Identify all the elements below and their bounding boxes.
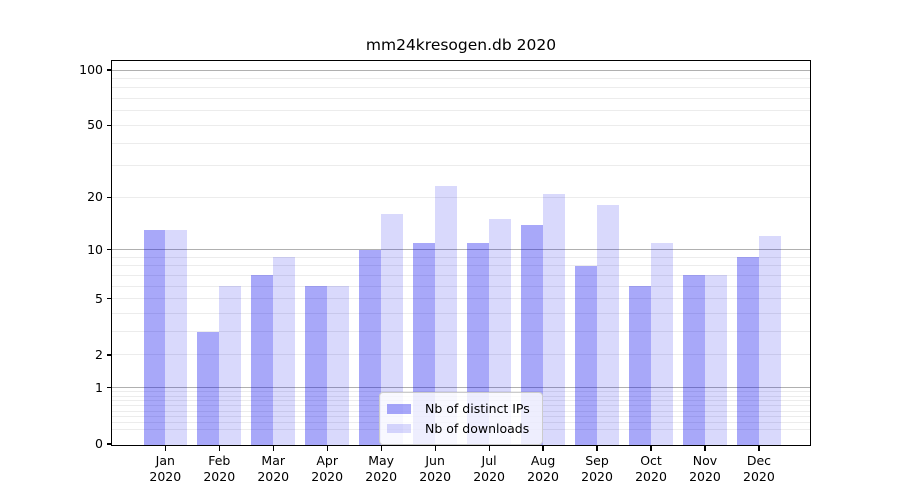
bar-apr-series0	[305, 286, 328, 445]
bar-may-series1	[381, 214, 403, 445]
y-tick-mark	[107, 249, 112, 251]
legend-swatch-series0	[387, 404, 411, 414]
x-tick-label-jan: Jan 2020	[149, 453, 182, 484]
y-tick-label: 0	[95, 436, 103, 451]
y-tick-mark	[107, 354, 112, 356]
legend-label-series1: Nb of downloads	[425, 420, 530, 436]
x-tick-label-dec: Dec 2020	[743, 453, 775, 484]
gridline	[112, 313, 810, 315]
bar-aug-series1	[543, 193, 565, 445]
gridline	[112, 298, 810, 300]
x-tick-label-mar: Mar 2020	[257, 453, 290, 484]
y-tick-label: 50	[87, 117, 103, 133]
gridline	[112, 249, 810, 251]
gridline	[112, 87, 810, 89]
legend-swatch-series1	[387, 423, 411, 433]
bar-feb-series1	[219, 286, 242, 445]
x-tick-mark	[596, 446, 598, 451]
gridline	[112, 331, 810, 333]
bar-mar-series0	[251, 275, 274, 445]
y-tick-mark	[107, 443, 112, 445]
y-tick-mark	[107, 298, 112, 300]
bar-jan-series0	[143, 230, 166, 445]
gridline	[112, 165, 810, 167]
y-tick-label: 5	[95, 290, 103, 306]
x-tick-mark	[488, 446, 490, 451]
bar-feb-series0	[197, 331, 220, 445]
x-tick-label-may: May 2020	[365, 453, 398, 484]
gridline	[112, 77, 810, 79]
x-tick-label-nov: Nov 2020	[689, 453, 721, 484]
gridline	[112, 142, 810, 144]
gridline	[112, 196, 810, 198]
x-tick-mark	[326, 446, 328, 451]
bar-apr-series1	[327, 286, 349, 445]
bar-jul-series1	[489, 219, 511, 445]
gridline	[112, 387, 810, 389]
bar-dec-series0	[737, 257, 759, 445]
x-tick-mark	[218, 446, 220, 451]
x-tick-mark	[650, 446, 652, 451]
y-tick-mark	[107, 387, 112, 389]
y-tick-label: 1	[95, 379, 103, 395]
x-tick-label-jun: Jun 2020	[419, 453, 452, 484]
x-tick-label-feb: Feb 2020	[203, 453, 236, 484]
plot-area: Nb of distinct IPs Nb of downloads	[110, 59, 812, 447]
bar-mar-series1	[273, 257, 296, 445]
x-tick-label-oct: Oct 2020	[635, 453, 667, 484]
x-tick-label-sep: Sep 2020	[581, 453, 613, 484]
y-tick-label: 10	[87, 241, 103, 257]
x-tick-mark	[164, 446, 166, 451]
bar-nov-series0	[683, 275, 705, 445]
x-tick-mark	[272, 446, 274, 451]
bar-sep-series0	[575, 265, 598, 445]
x-tick-mark	[704, 446, 706, 451]
gridline	[112, 285, 810, 287]
y-tick-label: 20	[87, 189, 103, 205]
gridline	[112, 265, 810, 267]
bar-oct-series0	[629, 286, 651, 445]
x-tick-label-aug: Aug 2020	[527, 453, 559, 484]
legend-row: Nb of distinct IPs	[387, 399, 534, 419]
x-tick-label-apr: Apr 2020	[311, 453, 344, 484]
bar-may-series0	[359, 249, 382, 445]
x-tick-mark	[434, 446, 436, 451]
bar-aug-series0	[521, 224, 544, 445]
bar-jan-series1	[165, 230, 188, 445]
bar-jun-series1	[435, 186, 457, 445]
bar-sep-series1	[597, 205, 619, 445]
bar-nov-series1	[704, 275, 727, 445]
x-tick-label-jul: Jul 2020	[473, 453, 505, 484]
legend-label-series0: Nb of distinct IPs	[425, 401, 530, 417]
gridline	[112, 274, 810, 276]
x-tick-mark	[380, 446, 382, 451]
legend: Nb of distinct IPs Nb of downloads	[379, 392, 543, 445]
gridline	[112, 391, 810, 393]
y-tick-label: 2	[95, 346, 103, 362]
legend-row: Nb of downloads	[387, 419, 534, 439]
bar-oct-series1	[651, 242, 673, 445]
y-tick-mark	[107, 69, 112, 71]
gridline	[112, 354, 810, 356]
bar-dec-series1	[758, 236, 781, 445]
y-tick-label: 100	[79, 62, 103, 77]
y-tick-mark	[107, 124, 112, 126]
x-tick-mark	[542, 446, 544, 451]
gridline	[112, 110, 810, 112]
gridline	[112, 98, 810, 100]
y-tick-mark	[107, 196, 112, 198]
gridline	[112, 69, 810, 71]
gridline	[112, 256, 810, 258]
gridline	[112, 124, 810, 126]
x-tick-mark	[758, 446, 760, 451]
chart-title: mm24kresogen.db 2020	[365, 36, 557, 54]
